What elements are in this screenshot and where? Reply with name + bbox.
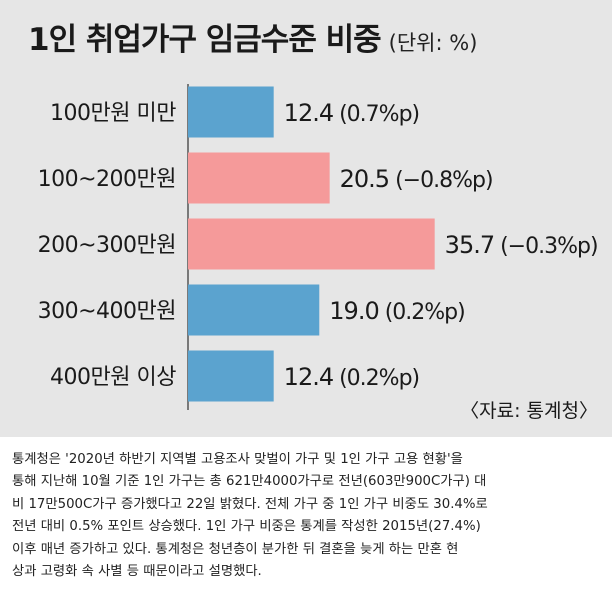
chart-title: 1인 취업가구 임금수준 비중 (단위: %) [28, 14, 477, 59]
category-label: 300~400만원 [38, 299, 176, 324]
change-label: (−0.8%p) [389, 168, 492, 193]
change-label: (0.2%p) [379, 300, 465, 325]
chart-title-text: 1인 취업가구 임금수준 비중 [28, 22, 382, 58]
category-label: 100만원 미만 [50, 101, 176, 126]
value-label: 12.4 (0.2%p) [284, 363, 419, 391]
category-label: 400만원 이상 [50, 365, 176, 390]
chart-source: 〈자료: 통계청〉 [460, 400, 598, 422]
bar [188, 350, 274, 402]
bar [188, 284, 320, 336]
category-label: 200~300만원 [38, 233, 176, 258]
value-number: 12.4 [284, 363, 333, 391]
chart-panel: 1인 취업가구 임금수준 비중 (단위: %) 100만원 미만 12.4 (0.7… [0, 0, 612, 437]
value-number: 35.7 [445, 231, 494, 259]
category-label: 100~200만원 [38, 167, 176, 192]
article-line: 비 17만500C가구 증가했다고 22일 밝혔다. 전체 가구 중 1인 가구… [12, 496, 488, 512]
change-label: (0.7%p) [333, 102, 419, 127]
bar [188, 218, 435, 270]
value-number: 12.4 [284, 99, 333, 127]
value-label: 20.5 (−0.8%p) [340, 165, 493, 193]
change-label: (−0.3%p) [494, 234, 597, 259]
value-label: 35.7 (−0.3%p) [445, 231, 598, 259]
article-text: 통계청은 '2020년 하반기 지역별 고용조사 맞벌이 가구 및 1인 가구 … [12, 449, 602, 583]
chart-unit: (단위: %) [388, 31, 478, 55]
bar [188, 86, 274, 138]
bar-chart: 100만원 미만 12.4 (0.7%p) 100~200만원 20.5 (−0.8%… [38, 84, 599, 410]
article-line: 이후 매년 증가하고 있다. 통계청은 청년층이 분가한 뒤 결혼을 늦게 하는… [12, 541, 459, 557]
article-line: 전년 대비 0.5% 포인트 상승했다. 1인 가구 비중은 통계를 작성한 2… [12, 519, 481, 535]
article-line: 상과 고령화 속 사별 등 때문이라고 설명했다. [12, 564, 262, 580]
change-label: (0.2%p) [333, 366, 419, 391]
value-label: 19.0 (0.2%p) [329, 297, 464, 325]
value-label: 12.4 (0.7%p) [284, 99, 419, 127]
value-number: 20.5 [340, 165, 389, 193]
bar [188, 152, 330, 204]
article-line: 통계청은 '2020년 하반기 지역별 고용조사 맞벌이 가구 및 1인 가구 … [12, 452, 463, 467]
value-number: 19.0 [329, 297, 378, 325]
article-line: 통해 지난해 10월 기준 1인 가구는 총 621만4000가구로 전년(60… [12, 474, 487, 490]
